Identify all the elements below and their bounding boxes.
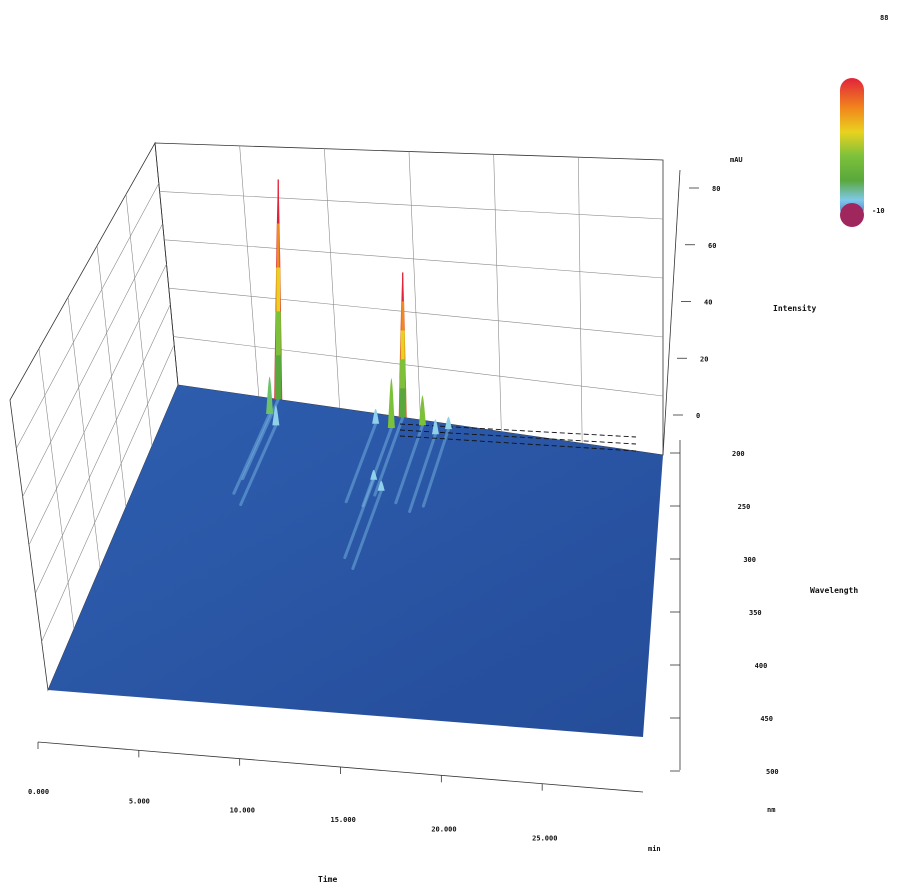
peak-9	[370, 469, 378, 480]
wavelength-tick-label-3: 350	[749, 609, 762, 617]
floor-streak-3	[373, 415, 405, 497]
wavelength-axis-unit: nm	[767, 806, 775, 814]
floor-streak-5	[394, 423, 424, 505]
peak-3-band-3	[400, 359, 406, 389]
wavelength-tick-label-2: 300	[743, 556, 756, 564]
peak-3-band-2	[400, 330, 405, 360]
wavelength-axis-title: Wavelength	[810, 586, 858, 595]
floor-streak-1	[232, 412, 272, 495]
colorbar-max-label: 88	[880, 14, 888, 22]
intensity-tick-label-2: 40	[704, 299, 712, 307]
peak-4	[387, 378, 395, 429]
peak-0-band-2	[276, 267, 281, 312]
peak-0-band-0	[277, 179, 279, 224]
intensity-tick-labels: 0 20 40 60 80	[696, 185, 720, 420]
colorbar-min-label: -10	[872, 207, 885, 215]
peak-3-band-0	[402, 272, 404, 302]
peak-5	[418, 395, 426, 426]
intensity-axis-unit: mAU	[730, 156, 743, 164]
intensity-tick-label-1: 20	[700, 355, 708, 363]
peak-1	[266, 376, 274, 415]
surface-floor	[48, 385, 663, 737]
time-tick-label-4: 20.000	[431, 825, 456, 833]
peak-7	[431, 419, 439, 435]
wavelength-tick-label-5: 450	[760, 715, 773, 723]
wall-grid	[16, 145, 664, 642]
wavelength-tick-label-6: 500	[766, 768, 779, 776]
peaks	[266, 179, 452, 491]
baseline-dashes	[399, 423, 637, 452]
floor-streak-8	[421, 427, 450, 508]
wavelength-tick-label-0: 200	[732, 450, 745, 458]
wavelength-tick-label-1: 250	[738, 503, 751, 511]
time-tick-label-5: 25.000	[532, 835, 557, 843]
intensity-tick-label-3: 60	[708, 242, 716, 250]
floor-streak-10	[351, 489, 383, 571]
floor-streak-2	[239, 423, 278, 507]
time-tick-labels: 0.000 5.000 10.000 15.000 20.000 25.000	[28, 788, 557, 843]
floor-streak-7	[408, 432, 437, 513]
peak-10	[377, 480, 385, 491]
time-tick-label-3: 15.000	[331, 816, 356, 824]
time-tick-label-2: 10.000	[230, 807, 255, 815]
time-axis-title: Time	[318, 874, 337, 884]
wavelength-tick-label-4: 400	[755, 662, 768, 670]
peak-2	[272, 405, 280, 426]
color-bar	[840, 78, 864, 227]
wavelength-tick-labels: 200 250 300 350 400 450 500	[732, 450, 779, 776]
floor-streak-4	[361, 426, 393, 508]
intensity-tick-label-4: 80	[712, 185, 720, 193]
axis-ticks	[37, 187, 699, 791]
peak-0-band-4	[274, 355, 282, 400]
floor-streak-6	[344, 422, 378, 504]
time-tick-label-0: 0.000	[28, 788, 49, 796]
peak-0-band-3	[275, 311, 281, 356]
intensity-axis-title: Intensity	[773, 303, 817, 313]
time-tick-label-1: 5.000	[129, 797, 150, 805]
peak-0-band-1	[276, 223, 280, 268]
peak-6	[372, 408, 380, 424]
peak-3-band-4	[399, 388, 407, 418]
peak-3-band-1	[401, 301, 405, 331]
intensity-tick-label-0: 0	[696, 412, 700, 420]
time-axis-unit: min	[648, 845, 661, 853]
peak-8	[444, 416, 452, 430]
floor-streak-9	[343, 478, 376, 560]
